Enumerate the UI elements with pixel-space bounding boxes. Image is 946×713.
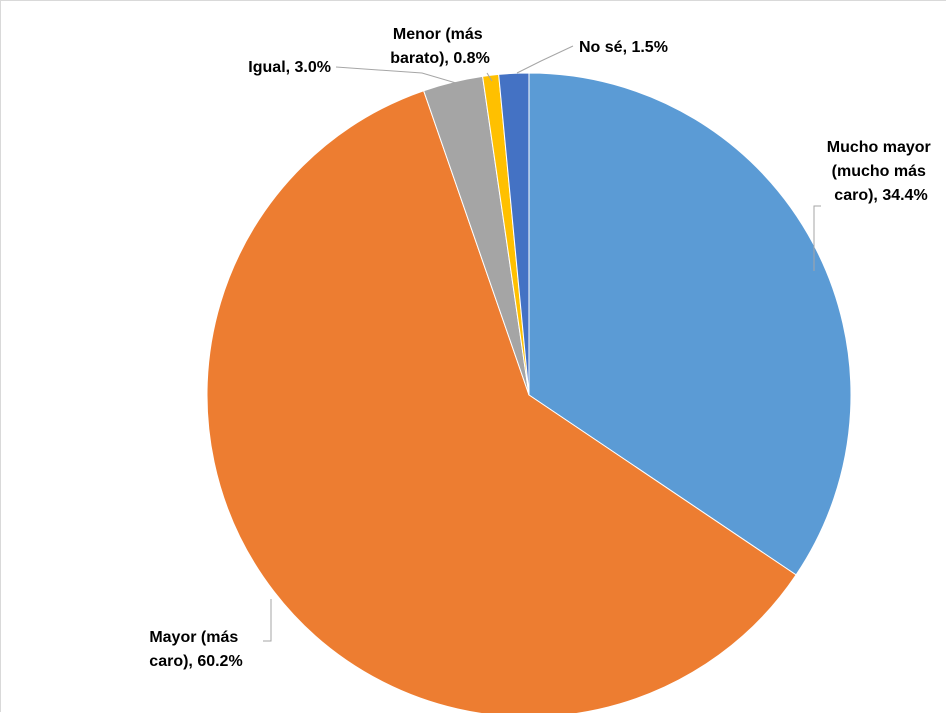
pie-slice-mayor-m-s-caro (206, 90, 797, 713)
data-label-igual: Igual, 3.0% (248, 59, 331, 76)
leader-lines (263, 45, 821, 642)
data-label-no-se: No sé, 1.5% (579, 39, 668, 56)
leader-line-igual (335, 66, 457, 84)
leader-line-mucho-mayor (813, 205, 821, 271)
leader-line-menor (486, 72, 493, 82)
leader-line-no-se (516, 45, 574, 74)
data-label-menor: Menor (más barato), 0.8% (390, 26, 490, 67)
leader-line-mayor (263, 599, 272, 642)
pie-slice-mucho-mayor-mucho-m-s-caro (528, 72, 852, 576)
data-label-mucho-mayor: Mucho mayor (mucho más caro), 34.4% (827, 139, 935, 204)
pie-slices (206, 72, 852, 713)
data-label-mayor: Mayor (más caro), 60.2% (149, 629, 242, 670)
pie-slice-no-s (498, 72, 530, 396)
